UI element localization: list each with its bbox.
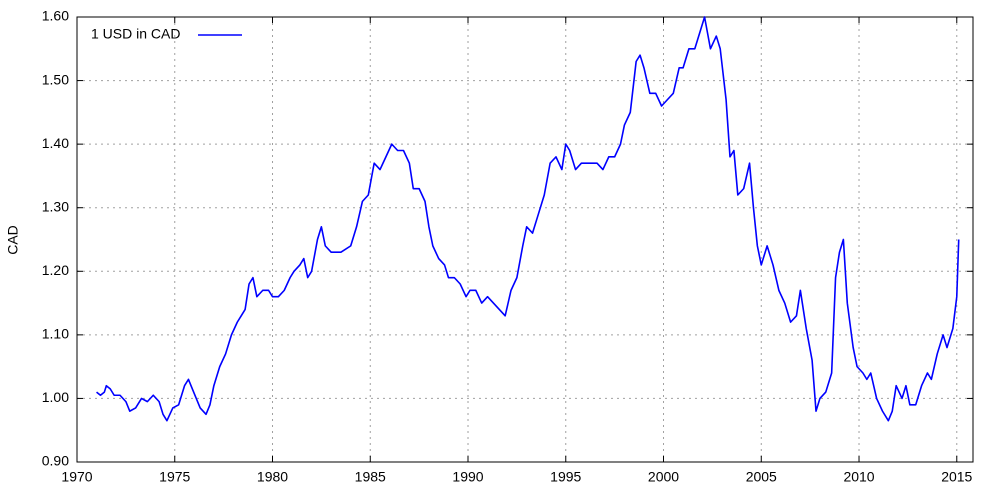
y-tick-label: 1.30 <box>42 198 69 214</box>
x-tick-label: 2000 <box>648 469 679 485</box>
legend-label: 1 USD in CAD <box>91 26 180 42</box>
y-tick-label: 1.00 <box>42 389 69 405</box>
y-tick-label: 1.40 <box>42 135 69 151</box>
x-tick-label: 1995 <box>550 469 581 485</box>
x-tick-label: 1970 <box>61 469 92 485</box>
x-tick-label: 1985 <box>355 469 386 485</box>
x-tick-label: 2015 <box>941 469 972 485</box>
y-tick-label: 1.50 <box>42 71 69 87</box>
y-tick-label: 1.10 <box>42 326 69 342</box>
x-tick-label: 1980 <box>257 469 288 485</box>
y-tick-label: 1.20 <box>42 262 69 278</box>
y-tick-label: 0.90 <box>42 453 69 469</box>
plot-frame <box>76 16 974 463</box>
y-axis-label: CAD <box>5 225 21 255</box>
x-tick-label: 2010 <box>843 469 874 485</box>
y-tick-label: 1.60 <box>42 8 69 24</box>
x-tick-label: 1990 <box>452 469 483 485</box>
data-line <box>96 16 960 422</box>
x-tick-label: 2005 <box>746 469 777 485</box>
x-tick-label: 1975 <box>159 469 190 485</box>
